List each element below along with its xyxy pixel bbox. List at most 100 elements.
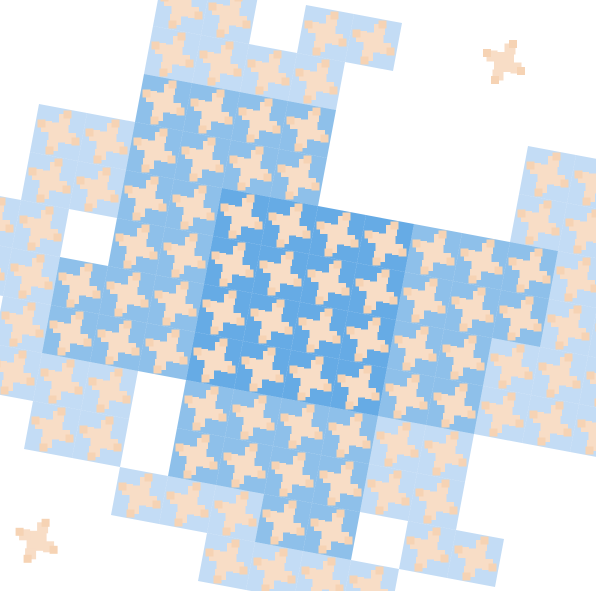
tile-square bbox=[563, 428, 572, 437]
tile-square bbox=[468, 275, 477, 284]
tile-square bbox=[18, 290, 27, 299]
tile-square bbox=[23, 217, 34, 228]
tile-square bbox=[554, 175, 565, 186]
tile-square bbox=[191, 167, 202, 178]
tile-square bbox=[35, 418, 46, 429]
tile-square bbox=[57, 347, 66, 356]
tile-square bbox=[296, 527, 305, 536]
tile-square bbox=[285, 251, 294, 260]
tile-square bbox=[575, 239, 586, 250]
tile-square bbox=[311, 182, 320, 191]
tile-square bbox=[48, 395, 57, 404]
tile-square bbox=[565, 218, 574, 227]
tile-square bbox=[53, 233, 62, 242]
tile-square bbox=[350, 417, 361, 428]
tile-square bbox=[288, 440, 297, 449]
peach-cross-tile bbox=[433, 383, 476, 428]
light-blue-cell bbox=[579, 356, 596, 408]
peach-cross-tile bbox=[208, 0, 251, 38]
tile-square bbox=[290, 207, 301, 218]
tile-square bbox=[197, 260, 206, 269]
tile-square bbox=[425, 282, 436, 293]
tile-square bbox=[481, 401, 490, 410]
tile-square bbox=[507, 392, 516, 401]
tile-square bbox=[47, 229, 58, 240]
tile-square bbox=[555, 341, 564, 350]
tile-square bbox=[280, 413, 289, 422]
tile-square bbox=[36, 194, 45, 203]
tile-square bbox=[288, 167, 309, 188]
tile-square bbox=[368, 321, 379, 332]
tile-square bbox=[62, 185, 71, 194]
tile-square bbox=[213, 302, 234, 323]
tile-square bbox=[332, 424, 343, 435]
tile-square bbox=[569, 220, 580, 231]
tile-square bbox=[372, 317, 381, 326]
tile-square bbox=[305, 568, 316, 579]
tile-square bbox=[203, 368, 214, 379]
tile-square bbox=[476, 540, 487, 551]
tile-square bbox=[255, 86, 264, 95]
tile-square bbox=[452, 454, 463, 465]
tile-square bbox=[275, 552, 286, 563]
tile-square bbox=[194, 416, 205, 427]
tile-square bbox=[403, 287, 412, 296]
tile-square bbox=[128, 276, 139, 287]
tile-square bbox=[230, 224, 241, 235]
tile-square bbox=[352, 29, 361, 38]
tile-square bbox=[540, 413, 561, 434]
tile-square bbox=[534, 188, 543, 197]
tile-square bbox=[249, 383, 258, 392]
tile-square bbox=[569, 309, 580, 320]
tile-square bbox=[245, 269, 254, 278]
tile-square bbox=[239, 265, 250, 276]
tile-square bbox=[204, 350, 225, 371]
tile-square bbox=[320, 134, 329, 143]
peach-cross-tile bbox=[316, 212, 359, 257]
tile-square bbox=[275, 374, 284, 383]
tile-square bbox=[318, 272, 339, 293]
tile-square bbox=[422, 260, 433, 271]
tile-square bbox=[485, 403, 496, 414]
tile-square bbox=[233, 68, 242, 77]
tile-square bbox=[270, 263, 291, 284]
tile-square bbox=[272, 125, 281, 134]
tile-square bbox=[498, 380, 507, 389]
tile-square bbox=[468, 335, 477, 344]
tile-square bbox=[494, 355, 505, 366]
peach-cross-tile bbox=[238, 98, 281, 143]
tile-square bbox=[459, 383, 468, 392]
tile-square bbox=[426, 491, 447, 512]
tile-square bbox=[222, 527, 231, 536]
tile-square bbox=[203, 457, 214, 468]
peach-cross-tile bbox=[247, 50, 290, 95]
tile-square bbox=[240, 491, 249, 500]
tile-square bbox=[432, 467, 441, 476]
tile-square bbox=[177, 494, 198, 515]
tile-square bbox=[482, 243, 493, 254]
tile-square bbox=[455, 298, 466, 309]
tile-square bbox=[363, 305, 372, 314]
tile-square bbox=[437, 305, 446, 314]
tile-square bbox=[414, 290, 435, 311]
peach-cross-tile bbox=[586, 371, 596, 407]
tile-square bbox=[68, 382, 79, 393]
tile-square bbox=[524, 371, 533, 380]
tile-square bbox=[159, 68, 168, 77]
tile-square bbox=[374, 340, 385, 351]
tile-square bbox=[216, 29, 225, 38]
tile-square bbox=[336, 509, 345, 518]
tile-square bbox=[89, 130, 100, 141]
light-blue-cell bbox=[588, 313, 596, 358]
peach-cross-tile bbox=[307, 260, 350, 305]
tile-square bbox=[525, 236, 534, 245]
tile-square bbox=[230, 0, 241, 8]
tile-square bbox=[413, 308, 424, 319]
tile-square bbox=[149, 340, 160, 351]
tile-square bbox=[446, 346, 457, 357]
tile-square bbox=[247, 59, 256, 68]
tile-square bbox=[2, 380, 13, 391]
tile-square bbox=[20, 373, 31, 384]
tile-square bbox=[510, 308, 531, 329]
peach-cross-tile bbox=[88, 368, 131, 413]
